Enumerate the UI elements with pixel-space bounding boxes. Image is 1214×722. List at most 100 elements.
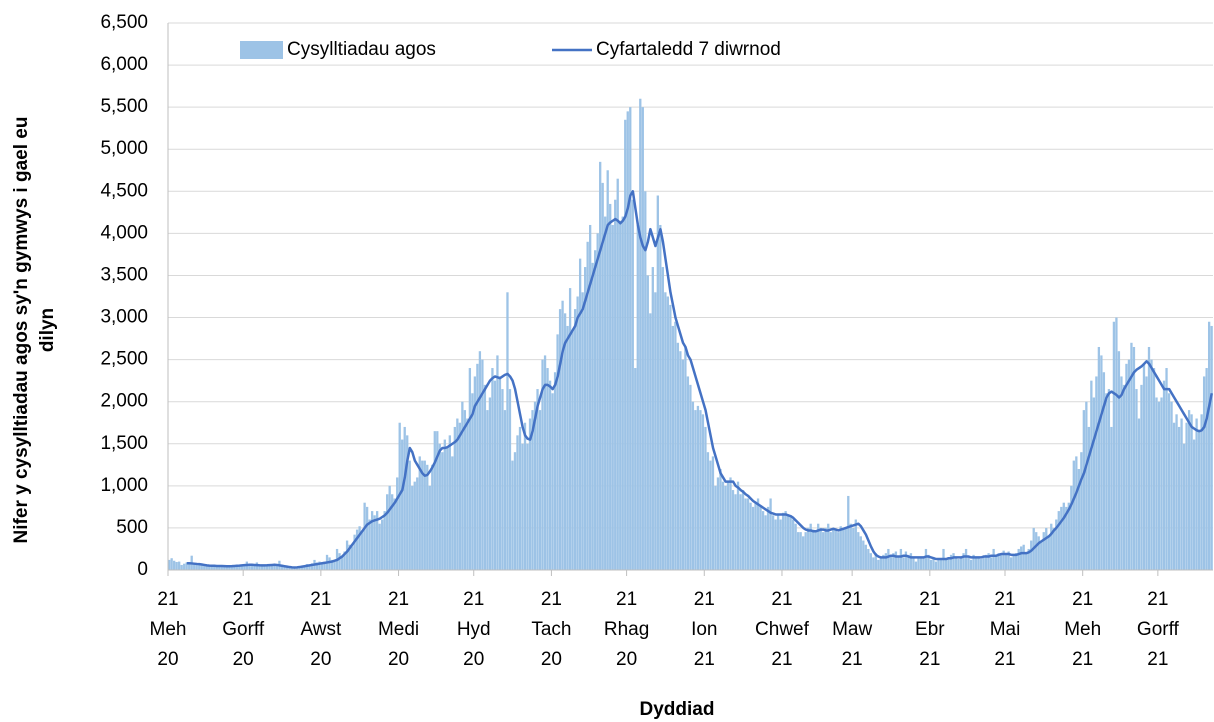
bar	[518, 426, 522, 570]
bar	[804, 532, 807, 570]
bar	[676, 342, 680, 570]
legend-label: Cyfartaledd 7 diwrnod	[596, 39, 781, 60]
bar	[1200, 414, 1203, 570]
bar	[621, 216, 624, 571]
bar	[508, 389, 512, 570]
bar	[1020, 546, 1023, 570]
bar	[631, 199, 634, 570]
bar	[1070, 485, 1073, 570]
bar	[719, 469, 722, 570]
y-axis-title: Nifer y cysylltiadau agos sy'n gymwys i …	[11, 117, 58, 544]
bar	[834, 529, 837, 570]
bar	[491, 368, 494, 570]
bar	[183, 563, 186, 570]
bar	[563, 313, 567, 570]
bar	[298, 566, 301, 570]
bar	[1050, 523, 1053, 570]
bar	[671, 325, 675, 570]
bar	[263, 565, 266, 570]
bar	[1147, 346, 1151, 570]
bar	[902, 557, 905, 570]
bar	[962, 553, 965, 570]
bar	[546, 368, 549, 570]
bar	[553, 372, 557, 570]
bar	[989, 557, 993, 570]
bar	[629, 107, 632, 571]
bar	[548, 380, 552, 570]
bar	[646, 275, 649, 570]
bar	[1005, 553, 1008, 570]
bar	[759, 506, 762, 570]
bar	[899, 548, 903, 570]
bar	[488, 397, 492, 570]
bar	[471, 393, 474, 570]
bar	[656, 195, 659, 570]
bar	[573, 309, 577, 570]
bar	[924, 548, 928, 570]
bar	[283, 566, 286, 570]
bar	[583, 267, 587, 570]
bar	[528, 418, 532, 570]
bar	[561, 300, 564, 570]
bar	[789, 515, 792, 570]
bar	[208, 565, 211, 570]
bar	[551, 393, 554, 570]
bar	[1155, 397, 1158, 570]
bar	[897, 557, 900, 570]
x-tick-label: 21 Maw 21	[832, 589, 872, 670]
x-tick-label: 21 Meh 20	[150, 589, 187, 670]
bar	[1122, 384, 1126, 570]
bar	[761, 511, 765, 570]
bar	[774, 519, 777, 570]
bar	[1202, 376, 1206, 570]
bar	[984, 554, 988, 570]
bar	[396, 477, 399, 570]
x-tick-label: 21 Hyd 20	[457, 589, 491, 670]
bar	[233, 565, 236, 570]
y-tick-label: 4,000	[100, 222, 148, 243]
bar	[1055, 519, 1058, 570]
bar	[854, 519, 857, 570]
bar	[350, 546, 354, 570]
bar	[468, 368, 472, 570]
bar	[964, 548, 968, 570]
bar	[814, 532, 817, 570]
bar	[609, 203, 612, 570]
y-tick-label: 6,000	[100, 54, 148, 75]
bar	[383, 511, 386, 570]
bar	[784, 511, 787, 570]
bar	[892, 553, 895, 570]
bar	[533, 401, 537, 570]
bar	[669, 304, 672, 570]
bar	[391, 494, 394, 570]
x-tick-label: 21 Ion 21	[691, 589, 717, 670]
bar	[1125, 363, 1128, 570]
bar	[401, 439, 404, 570]
x-tick-label: 21 Gorff 20	[222, 589, 265, 670]
bar	[837, 532, 840, 570]
bar	[817, 523, 820, 570]
bar	[290, 567, 294, 570]
bar	[1027, 548, 1030, 570]
bar	[739, 494, 742, 570]
bar	[355, 529, 359, 570]
bar	[456, 418, 459, 570]
bar	[1167, 393, 1171, 570]
bar	[1210, 325, 1213, 570]
bar	[223, 566, 226, 570]
bar	[586, 241, 589, 571]
bar	[1177, 426, 1181, 570]
bar	[173, 560, 176, 570]
bar	[651, 267, 654, 570]
bar	[496, 355, 499, 570]
bar	[714, 485, 717, 570]
bar	[1105, 393, 1108, 570]
bar	[952, 553, 955, 570]
x-tick-label: 21 Mai 21	[990, 589, 1021, 670]
bar	[674, 321, 677, 570]
bar	[849, 523, 852, 570]
bar	[1042, 532, 1045, 570]
y-tick-label: 500	[116, 517, 148, 538]
bar	[1170, 401, 1173, 570]
bar	[797, 532, 800, 570]
